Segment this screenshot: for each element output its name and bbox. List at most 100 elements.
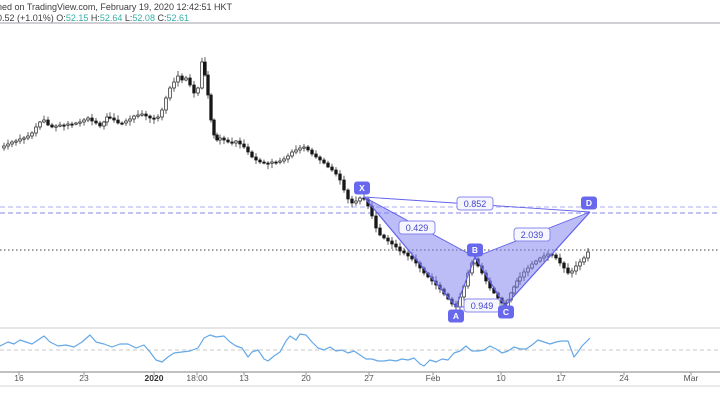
candle-body	[574, 265, 578, 272]
candle-body	[274, 161, 278, 164]
publish-info-text: ned on TradingView.com, February 19, 202…	[0, 2, 232, 12]
candle-body	[14, 140, 18, 143]
candle-body	[382, 234, 386, 239]
candle-body	[358, 197, 362, 202]
price-level-lines	[0, 206, 720, 251]
point-label-box-x[interactable]	[354, 181, 370, 195]
candle-body	[112, 117, 116, 121]
candle-body	[334, 169, 338, 175]
ohlc-readout: 0.52 (+1.01%) O:52.15 H:52.64 L:52.08 C:…	[0, 13, 597, 23]
ratio-label-box	[463, 298, 501, 313]
candle-body	[242, 143, 246, 148]
candle-body	[390, 240, 394, 245]
frame-lines	[0, 22, 720, 387]
point-label-text-d: D	[586, 198, 592, 208]
close-value: 52.61	[166, 13, 189, 23]
close-label: C:	[157, 13, 167, 23]
candle-body	[70, 123, 74, 126]
candle-body	[206, 74, 210, 96]
candle-body	[140, 113, 144, 116]
ratio-label-text: 0.949	[471, 301, 494, 311]
candle-body	[386, 237, 390, 242]
candle-body	[66, 123, 70, 126]
candle-body	[290, 151, 294, 157]
candle-body	[302, 146, 306, 149]
point-label-box-b[interactable]	[467, 243, 483, 257]
candle-body	[570, 270, 574, 274]
candle-body	[566, 267, 570, 274]
candle-body	[230, 141, 234, 144]
candle-body	[108, 116, 112, 119]
candle-body	[262, 161, 266, 164]
candle-body	[374, 215, 378, 229]
candle-body	[46, 119, 50, 126]
candle-body	[2, 145, 6, 149]
candle-body	[34, 126, 38, 134]
chart-header: ned on TradingView.com, February 19, 202…	[0, 2, 597, 23]
axis-label-20: 20	[301, 373, 311, 383]
high-label: H:	[90, 13, 100, 23]
axis-label-mar: Mar	[684, 373, 699, 383]
candle-body	[330, 166, 334, 171]
axis-label-24: 24	[619, 373, 629, 383]
candle-body	[342, 179, 346, 191]
candle-body	[222, 137, 226, 141]
candle-body	[318, 156, 322, 161]
candle-body	[50, 124, 54, 128]
candle-body	[176, 75, 180, 83]
candle-body	[188, 77, 192, 86]
point-label-text-c: C	[503, 307, 509, 317]
candle-body	[148, 115, 152, 119]
time-axis: 16 23 2020 18:00 13 20 27 Feb 10 17 24 Mar	[14, 371, 699, 383]
candle-body	[406, 252, 410, 257]
candle-body	[402, 250, 406, 254]
candle-body	[180, 75, 184, 81]
axis-label-23: 23	[79, 373, 89, 383]
candle-body	[310, 149, 314, 155]
candle-body	[554, 254, 558, 259]
point-label-box-c[interactable]	[498, 305, 514, 319]
candle-body	[105, 116, 109, 123]
candle-body	[286, 155, 290, 160]
candle-body	[62, 124, 66, 127]
candle-body	[322, 159, 326, 164]
candle-body	[266, 162, 270, 165]
candle-body	[152, 117, 156, 120]
ratio-label-box	[398, 220, 436, 235]
candle-body	[160, 109, 164, 118]
candle-body	[294, 149, 298, 153]
candle-body	[410, 255, 414, 260]
candle-body	[298, 147, 302, 151]
candle-body	[226, 139, 230, 143]
ratio-label-box	[456, 196, 494, 211]
candle-body	[26, 135, 30, 139]
axis-label-13: 13	[239, 373, 249, 383]
candle-body	[394, 243, 398, 248]
harmonic-pattern[interactable]: 0.429 0.852 2.039 0.949 X A B C D	[354, 181, 597, 323]
candle-body	[346, 189, 350, 200]
candle-body	[30, 132, 34, 137]
candle-body	[238, 140, 242, 145]
ratio-label-box	[513, 227, 551, 242]
axis-label-16: 16	[14, 373, 24, 383]
candle-body	[398, 246, 402, 252]
candle-body	[270, 161, 274, 164]
point-label-text-a: A	[453, 311, 459, 321]
candle-body	[326, 162, 330, 168]
candle-body	[218, 137, 222, 141]
candle-body	[102, 121, 106, 127]
ratio-label-text: 2.039	[521, 230, 544, 240]
point-label-box-a[interactable]	[448, 309, 464, 323]
candle-body	[258, 159, 262, 163]
candle-body	[18, 138, 22, 142]
candle-body	[306, 146, 310, 151]
change-text: 0.52 (+1.01%)	[0, 13, 57, 23]
candle-body	[278, 160, 282, 163]
candle-body	[209, 94, 213, 121]
point-label-box-d[interactable]	[581, 196, 597, 210]
candle-body	[212, 119, 216, 136]
axis-label-1800: 18:00	[186, 373, 208, 383]
pattern-line-bc	[474, 256, 506, 307]
candle-body	[200, 61, 204, 89]
